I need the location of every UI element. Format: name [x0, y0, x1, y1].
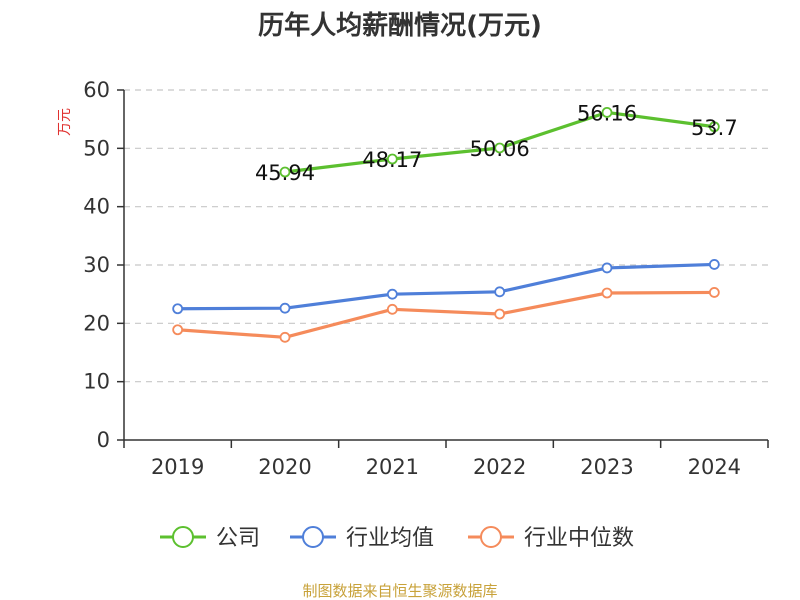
legend-item-1[interactable]: 行业均值 [290, 526, 434, 551]
data-label: 45.94 [255, 161, 315, 185]
data-point [279, 166, 291, 178]
legend-item-2[interactable]: 行业中位数 [468, 526, 634, 551]
data-point [708, 259, 720, 270]
x-tick-label: 2024 [688, 455, 741, 479]
series-line [177, 290, 715, 339]
x-tick-label: 2020 [258, 455, 311, 479]
data-point [601, 107, 613, 118]
data-point [386, 153, 398, 165]
data-point [708, 287, 720, 298]
data-point [708, 121, 720, 133]
axes: 0 10 20 30 40 50 60 2019 2020 2021 2022 2023 2024 [83, 78, 769, 479]
chart-title: 历年人均薪酬情况(万元) [258, 10, 542, 41]
legend-label: 行业均值 [346, 526, 434, 551]
data-label: 48.17 [362, 148, 422, 172]
data-point [172, 324, 184, 336]
series-2 [172, 287, 720, 343]
x-tick-label: 2019 [151, 455, 204, 479]
data-point [279, 331, 291, 343]
y-tick-label: 60 [83, 78, 110, 102]
y-axis-label: 万元 [57, 108, 73, 136]
legend-marker [302, 526, 324, 548]
series-layer [172, 107, 720, 343]
data-point [494, 308, 506, 320]
legend-label: 公司 [216, 526, 260, 551]
data-label: 56.16 [577, 101, 637, 125]
y-tick-label: 40 [83, 195, 110, 219]
grid [124, 89, 768, 383]
source-note: 制图数据来自恒生聚源数据库 [302, 582, 497, 600]
data-point [494, 286, 506, 298]
y-tick-label: 10 [83, 370, 110, 394]
legend-marker [480, 526, 502, 548]
y-tick-label: 20 [83, 311, 110, 335]
x-tick-label: 2023 [580, 455, 633, 479]
x-tick-label: 2022 [473, 455, 526, 479]
y-tick-label: 50 [83, 136, 110, 160]
y-tick-label: 0 [97, 428, 110, 452]
data-point [601, 287, 613, 299]
series-line [177, 262, 715, 311]
data-point [386, 303, 398, 315]
legend-item-0[interactable]: 公司 [160, 526, 260, 551]
data-point [172, 303, 184, 315]
data-point [279, 302, 291, 314]
data-point [494, 142, 506, 154]
y-tick-label: 30 [83, 253, 110, 277]
legend-label: 行业中位数 [524, 526, 634, 551]
x-tick-label: 2021 [366, 455, 419, 479]
data-label: 50.06 [470, 137, 530, 161]
series-0 [279, 107, 720, 178]
data-labels: 45.94 48.17 50.06 56.16 53.7 [255, 101, 738, 185]
data-point [386, 288, 398, 300]
data-point [601, 262, 613, 274]
legend-marker [172, 526, 194, 548]
legend[interactable]: 公司 行业均值 行业中位数 [160, 526, 634, 551]
series-1 [172, 259, 720, 315]
data-label: 53.7 [691, 116, 738, 140]
